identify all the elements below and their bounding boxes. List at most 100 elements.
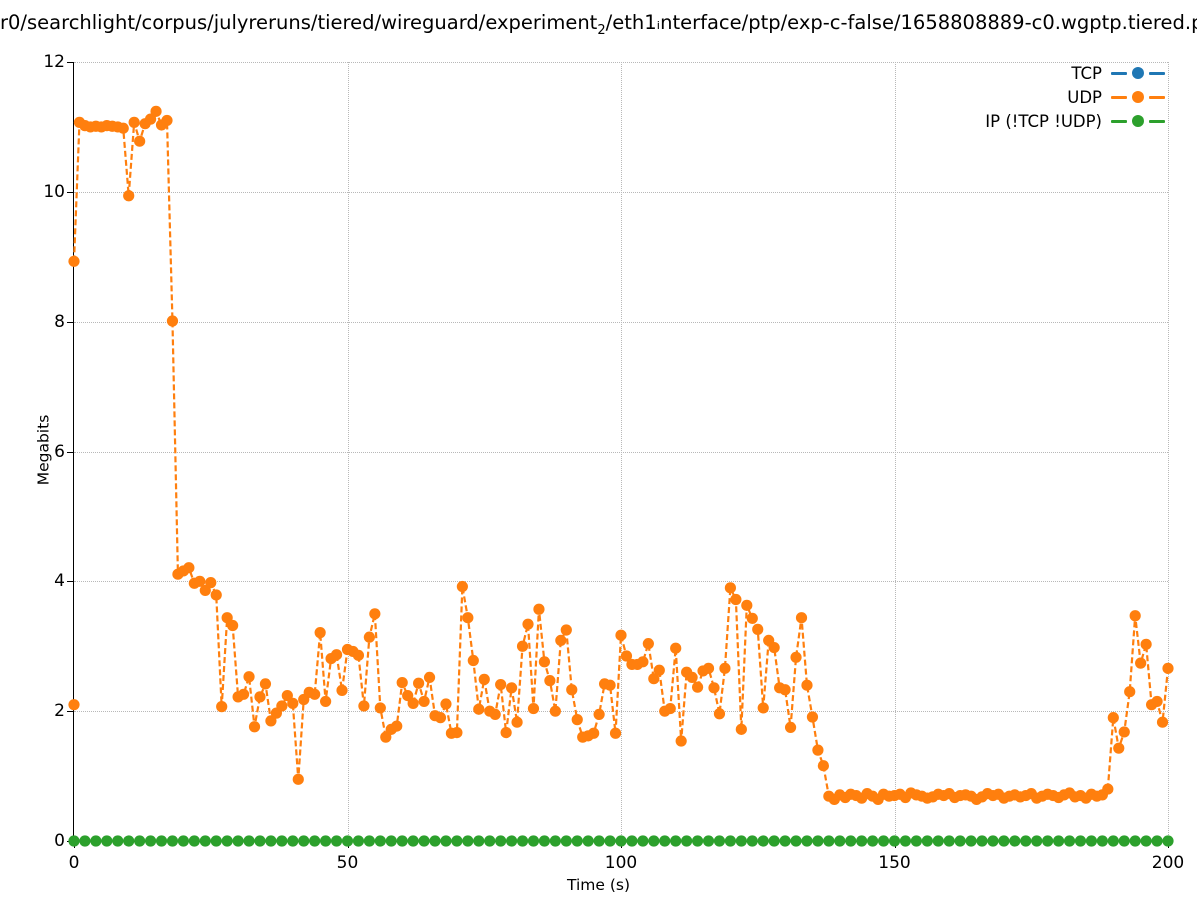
- data-point: [1085, 835, 1098, 847]
- y-tick-label: 2: [54, 701, 65, 722]
- data-point: [527, 835, 540, 847]
- data-point: [675, 735, 687, 747]
- y-tick-mark: [67, 451, 74, 453]
- data-point: [309, 835, 321, 847]
- data-point: [287, 835, 299, 847]
- data-point: [276, 700, 288, 712]
- y-tick-label: 10: [43, 181, 65, 202]
- data-point: [1156, 716, 1169, 728]
- data-point: [801, 835, 813, 847]
- data-point: [473, 835, 485, 847]
- data-point: [549, 705, 561, 717]
- data-point: [1053, 835, 1065, 847]
- data-point: [462, 612, 474, 624]
- data-point: [615, 835, 627, 847]
- legend-line-right: [1149, 72, 1165, 75]
- data-point: [336, 684, 348, 696]
- data-point: [462, 835, 474, 847]
- data-point: [330, 649, 343, 661]
- data-point: [396, 835, 408, 847]
- data-point: [593, 835, 605, 847]
- data-point: [396, 677, 408, 689]
- data-point: [1162, 662, 1174, 674]
- data-point: [216, 701, 228, 713]
- data-point: [522, 618, 534, 630]
- data-point: [1151, 695, 1163, 708]
- legend-item-udp[interactable]: UDP: [1067, 86, 1165, 108]
- data-point: [795, 612, 808, 624]
- data-point: [330, 835, 343, 847]
- data-point: [407, 835, 419, 847]
- data-point: [232, 835, 244, 847]
- data-point: [659, 835, 671, 847]
- data-point: [418, 695, 430, 708]
- data-point: [495, 678, 507, 691]
- data-point: [691, 835, 704, 847]
- data-point: [423, 671, 436, 684]
- y-tick-mark: [67, 581, 74, 583]
- data-point: [117, 122, 129, 134]
- data-point: [653, 664, 665, 676]
- data-point: [566, 684, 578, 696]
- data-point: [1118, 835, 1130, 847]
- data-point: [801, 679, 813, 691]
- data-point: [560, 835, 572, 847]
- legend-item-tcp[interactable]: TCP: [1071, 62, 1165, 84]
- data-point: [150, 105, 162, 117]
- data-point: [1140, 638, 1152, 650]
- data-point: [429, 835, 441, 847]
- y-tick-label: 4: [54, 571, 65, 592]
- data-point: [123, 835, 135, 847]
- data-point: [123, 190, 135, 202]
- y-tick-mark: [67, 62, 74, 63]
- legend-item-ip-tcp-udp[interactable]: IP (!TCP !UDP): [985, 110, 1165, 132]
- data-point: [648, 835, 660, 847]
- data-point: [227, 619, 239, 632]
- data-point: [637, 835, 649, 847]
- data-point: [768, 835, 780, 847]
- data-point: [527, 702, 540, 715]
- data-point: [451, 835, 463, 847]
- data-point: [932, 835, 944, 847]
- x-tick-label: 0: [68, 853, 80, 873]
- data-point: [484, 835, 496, 847]
- data-point: [188, 835, 200, 847]
- data-point: [899, 835, 912, 847]
- data-point: [516, 835, 529, 847]
- data-point: [757, 702, 769, 714]
- chart-title-suffix: /eth1ᵢnterface/ptp/exp-c-false/165880888…: [605, 11, 1197, 34]
- legend-line-right: [1149, 120, 1165, 123]
- data-point: [746, 612, 758, 624]
- data-point: [374, 702, 386, 714]
- data-point: [391, 720, 403, 732]
- data-point: [506, 835, 518, 847]
- data-point: [544, 675, 556, 687]
- data-point: [177, 835, 189, 847]
- data-point: [549, 835, 561, 847]
- series-layer: [68, 105, 1174, 847]
- data-point: [1135, 657, 1147, 669]
- data-point: [910, 835, 922, 847]
- data-point: [467, 654, 479, 667]
- x-tick-label: 100: [604, 853, 638, 873]
- y-tick-mark: [67, 321, 74, 323]
- data-point: [976, 835, 988, 847]
- data-point: [817, 760, 829, 772]
- data-point: [708, 682, 720, 694]
- data-point: [243, 835, 255, 847]
- data-point: [702, 662, 715, 674]
- legend-line-right: [1149, 96, 1165, 99]
- legend-label: IP (!TCP !UDP): [985, 111, 1102, 131]
- data-point: [418, 835, 430, 847]
- legend-marker-dot: [1132, 115, 1144, 127]
- data-point: [489, 708, 501, 721]
- data-point: [243, 671, 255, 683]
- x-tick-label: 200: [1151, 853, 1185, 873]
- data-point: [1020, 835, 1032, 847]
- data-point: [664, 702, 676, 715]
- data-point: [560, 624, 572, 636]
- data-point: [987, 835, 999, 847]
- data-point: [555, 634, 567, 647]
- data-point: [320, 695, 332, 708]
